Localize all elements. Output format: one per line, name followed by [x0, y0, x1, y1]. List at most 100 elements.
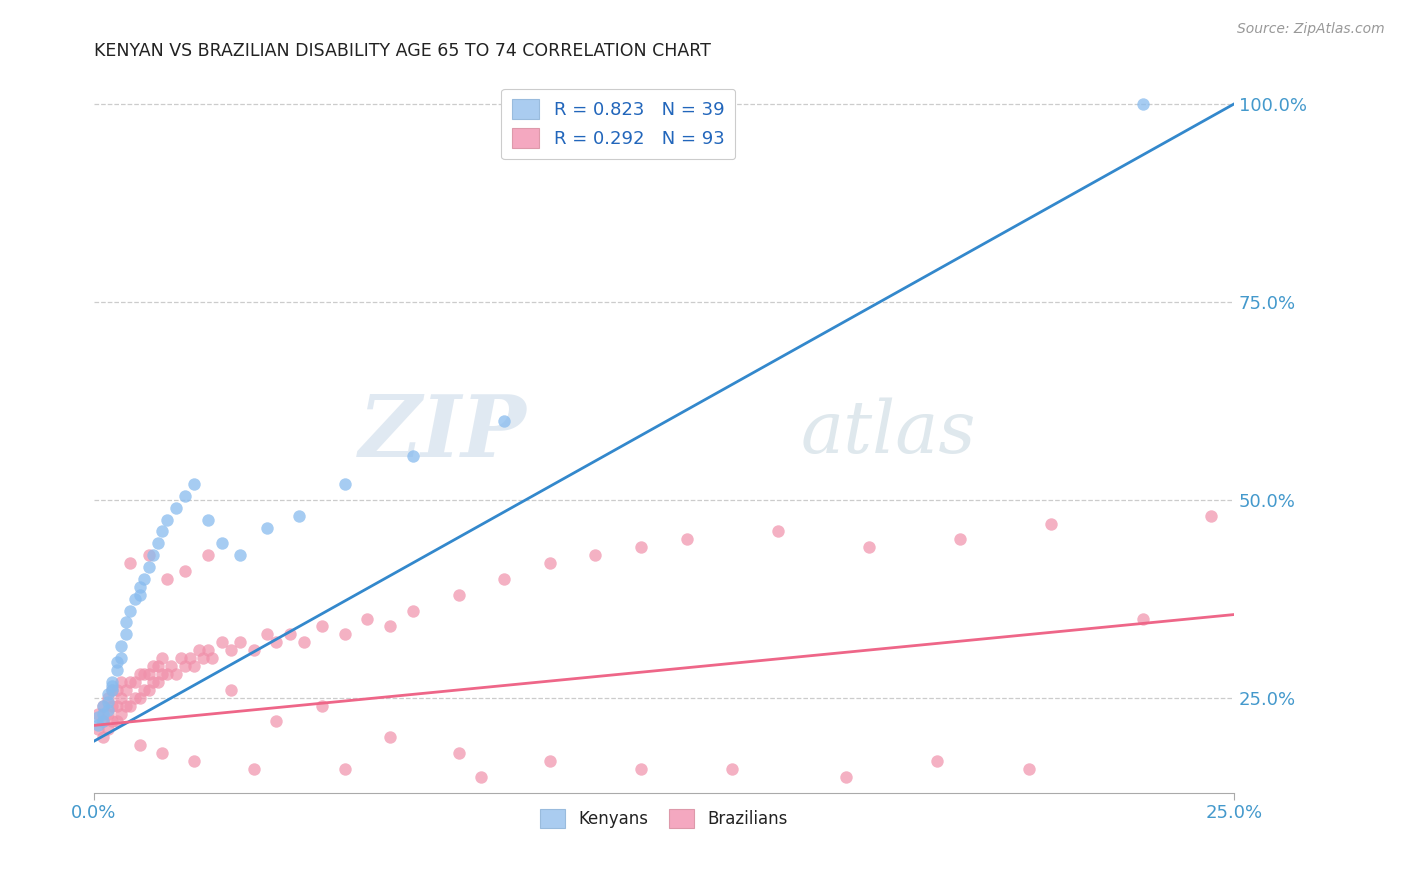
Point	[105, 655, 128, 669]
Point	[138, 548, 160, 562]
Point	[120, 698, 142, 713]
Point	[110, 706, 132, 721]
Point	[447, 746, 470, 760]
Point	[197, 513, 219, 527]
Point	[183, 477, 205, 491]
Point	[242, 643, 264, 657]
Point	[356, 611, 378, 625]
Point	[128, 738, 150, 752]
Point	[91, 706, 114, 721]
Point	[494, 572, 516, 586]
Point	[229, 635, 252, 649]
Point	[1132, 611, 1154, 625]
Point	[97, 695, 120, 709]
Point	[156, 667, 179, 681]
Point	[211, 635, 233, 649]
Point	[292, 635, 315, 649]
Point	[193, 651, 215, 665]
Point	[630, 541, 652, 555]
Point	[160, 659, 183, 673]
Point	[128, 667, 150, 681]
Point	[380, 619, 402, 633]
Point	[165, 500, 187, 515]
Point	[105, 714, 128, 729]
Point	[120, 604, 142, 618]
Point	[138, 682, 160, 697]
Point	[1199, 508, 1222, 523]
Point	[105, 698, 128, 713]
Point	[91, 714, 114, 729]
Point	[87, 723, 110, 737]
Point	[380, 731, 402, 745]
Point	[949, 533, 972, 547]
Point	[97, 706, 120, 721]
Point	[333, 762, 356, 776]
Point	[858, 541, 880, 555]
Point	[91, 698, 114, 713]
Point	[179, 651, 201, 665]
Text: ZIP: ZIP	[359, 391, 527, 475]
Point	[97, 687, 120, 701]
Point	[142, 674, 165, 689]
Point	[174, 489, 197, 503]
Point	[197, 548, 219, 562]
Legend: Kenyans, Brazilians: Kenyans, Brazilians	[534, 803, 794, 835]
Point	[132, 667, 155, 681]
Point	[333, 627, 356, 641]
Point	[138, 560, 160, 574]
Point	[132, 682, 155, 697]
Point	[115, 682, 138, 697]
Point	[150, 667, 173, 681]
Point	[183, 659, 205, 673]
Point	[97, 723, 120, 737]
Point	[675, 533, 697, 547]
Point	[87, 706, 110, 721]
Point	[447, 588, 470, 602]
Point	[120, 556, 142, 570]
Point	[124, 674, 146, 689]
Point	[110, 639, 132, 653]
Point	[150, 651, 173, 665]
Point	[1132, 97, 1154, 112]
Point	[156, 513, 179, 527]
Point	[256, 520, 278, 534]
Point	[150, 524, 173, 539]
Point	[219, 643, 242, 657]
Point	[138, 667, 160, 681]
Point	[538, 754, 561, 768]
Point	[101, 682, 124, 697]
Point	[128, 690, 150, 705]
Point	[110, 651, 132, 665]
Point	[156, 572, 179, 586]
Point	[219, 682, 242, 697]
Point	[174, 659, 197, 673]
Point	[128, 580, 150, 594]
Text: Source: ZipAtlas.com: Source: ZipAtlas.com	[1237, 22, 1385, 37]
Point	[91, 714, 114, 729]
Point	[97, 690, 120, 705]
Point	[311, 698, 333, 713]
Point	[766, 524, 789, 539]
Point	[256, 627, 278, 641]
Point	[132, 572, 155, 586]
Point	[124, 690, 146, 705]
Point	[110, 690, 132, 705]
Point	[187, 643, 209, 657]
Point	[470, 770, 492, 784]
Point	[115, 698, 138, 713]
Point	[402, 450, 425, 464]
Point	[101, 674, 124, 689]
Point	[242, 762, 264, 776]
Text: KENYAN VS BRAZILIAN DISABILITY AGE 65 TO 74 CORRELATION CHART: KENYAN VS BRAZILIAN DISABILITY AGE 65 TO…	[94, 42, 711, 60]
Point	[101, 679, 124, 693]
Point	[105, 682, 128, 697]
Point	[333, 477, 356, 491]
Point	[101, 682, 124, 697]
Point	[288, 508, 311, 523]
Point	[142, 659, 165, 673]
Point	[87, 710, 110, 724]
Point	[91, 731, 114, 745]
Point	[150, 746, 173, 760]
Point	[101, 698, 124, 713]
Point	[97, 702, 120, 716]
